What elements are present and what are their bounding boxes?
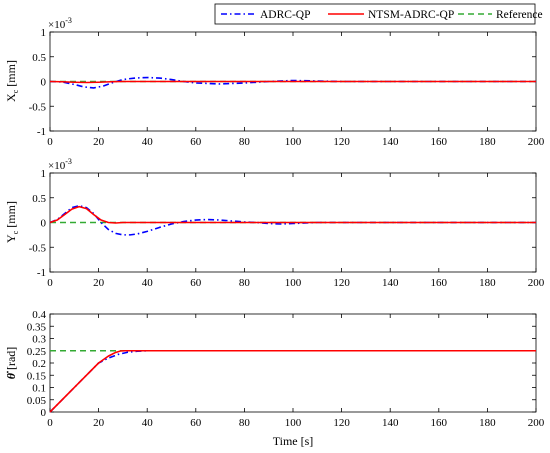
xlabel-time: Time [s] (273, 434, 314, 448)
xtick-label: 100 (285, 277, 302, 289)
xtick-label: 100 (285, 417, 302, 429)
xtick-label: 180 (479, 417, 496, 429)
xtick-label: 20 (93, 417, 105, 429)
xtick-label: 60 (190, 136, 202, 148)
xtick-label: 40 (142, 136, 154, 148)
series-yc (49, 204, 536, 236)
ytick-label: -0.5 (29, 101, 47, 113)
xtick-label: 160 (431, 136, 448, 148)
ylabel-theta: θ̇ [rad] (4, 347, 18, 380)
xtick-label: 200 (528, 136, 545, 148)
exponent-label-xc: ×10-3 (48, 16, 72, 31)
ytick-label: -1 (37, 267, 46, 279)
series-theta (49, 349, 536, 413)
ytick-label: 1 (41, 168, 47, 180)
xtick-label: 0 (47, 136, 53, 148)
ytick-label: 1 (41, 27, 47, 39)
xtick-label: 80 (239, 277, 251, 289)
ytick-label: 0 (41, 218, 47, 230)
xtick-label: 160 (431, 417, 448, 429)
xtick-label: 200 (528, 417, 545, 429)
ytick-label: 0.25 (27, 346, 47, 358)
series-line-adrc-qp (49, 204, 536, 236)
xtick-label: 40 (142, 277, 154, 289)
series-xc (49, 76, 536, 89)
ytick-label: 0.1 (32, 383, 46, 395)
ytick-label: -1 (37, 126, 46, 138)
xtick-label: 180 (479, 136, 496, 148)
ytick-label: 0.5 (32, 52, 46, 64)
series-line-ntsm-adrc-qp (49, 80, 536, 84)
xtick-label: 20 (93, 277, 105, 289)
ytick-label: 0.2 (32, 358, 46, 370)
xtick-label: 60 (190, 417, 202, 429)
xtick-label: 200 (528, 277, 545, 289)
plot-box-theta (49, 313, 537, 413)
panel-theta: 0 20 40 60 80 100 120 140 160 180 20000.050.10.150… (4, 309, 545, 448)
ytick-label: 0.5 (32, 193, 46, 205)
xtick-label: 80 (239, 136, 251, 148)
panel-yc: 0 20 40 60 80 100 120 140 160 180 200 -1 -0.5 0 0.5 1 ×… (4, 157, 545, 289)
xtick-label: 140 (382, 277, 399, 289)
xtick-label: 80 (239, 417, 251, 429)
ticks-xc: 0 20 40 60 80 100 120 140 160 180 200 -1 -0.5 0 0.5 1 (29, 27, 545, 148)
ytick-label: 0.3 (32, 334, 46, 346)
xtick-label: 60 (190, 277, 202, 289)
series-line-adrc-qp (49, 76, 536, 89)
legend-label-ntsm-adrc-qp: NTSM-ADRC-QP (368, 9, 454, 21)
xtick-label: 180 (479, 277, 496, 289)
series-line-ntsm-adrc-qp (49, 205, 536, 224)
ylabel-yc: Yc [mm] (4, 201, 20, 243)
xtick-label: 140 (382, 136, 399, 148)
legend-box (214, 3, 536, 25)
xtick-label: 0 (47, 277, 53, 289)
legend-label-adrc-qp: ADRC-QP (260, 9, 310, 21)
exponent-label-yc: ×10-3 (48, 157, 72, 172)
ytick-label: 0.35 (27, 321, 47, 333)
ytick-label: 0 (41, 407, 47, 419)
ylabel-xc: Xc [mm] (4, 60, 20, 102)
xtick-label: 0 (47, 417, 53, 429)
xtick-label: 140 (382, 417, 399, 429)
ytick-label: 0.15 (27, 370, 47, 382)
ytick-label: 0 (41, 77, 47, 89)
xtick-label: 40 (142, 417, 154, 429)
ytick-label: 0.05 (27, 395, 47, 407)
xtick-label: 120 (333, 417, 350, 429)
ytick-label: 0.4 (32, 309, 46, 321)
panel-xc: 0 20 40 60 80 100 120 140 160 180 200 -1 -0.5 0 0.5 1 ×… (4, 16, 545, 148)
ticks-theta: 0 20 40 60 80 100 120 140 160 180 20000.050.10.150… (27, 309, 545, 429)
xtick-label: 120 (333, 277, 350, 289)
ytick-label: -0.5 (29, 242, 47, 254)
ticks-yc: 0 20 40 60 80 100 120 140 160 180 200 -1 -0.5 0 0.5 1 (29, 168, 545, 289)
legend: ADRC-QP NTSM-ADRC-QP Reference (214, 3, 543, 25)
xtick-label: 100 (285, 136, 302, 148)
legend-label-reference: Reference (496, 9, 543, 21)
series-line-adrc-qp (49, 349, 536, 413)
xtick-label: 20 (93, 136, 105, 148)
xtick-label: 160 (431, 277, 448, 289)
series-line-ntsm-adrc-qp (49, 349, 536, 413)
xtick-label: 120 (333, 136, 350, 148)
